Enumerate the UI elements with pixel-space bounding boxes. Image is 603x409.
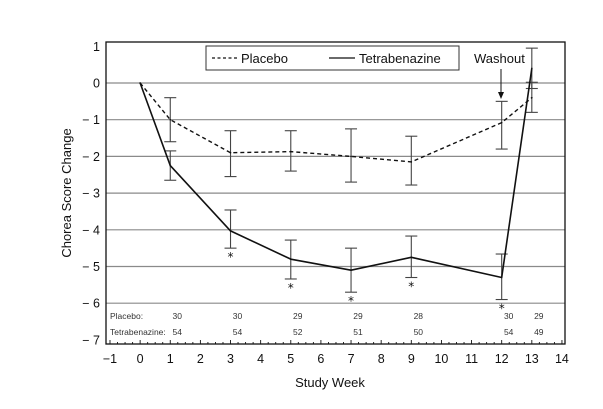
n-table-value: 28 bbox=[414, 311, 424, 321]
n-table-value: 51 bbox=[353, 327, 363, 337]
tetrabenazine-data-point bbox=[410, 256, 413, 259]
significance-star: * bbox=[288, 281, 294, 295]
x-tick-label: 4 bbox=[257, 352, 264, 366]
x-tick-label: −1 bbox=[103, 352, 117, 366]
series-group bbox=[139, 47, 538, 301]
washout-annotation: Washout bbox=[474, 51, 525, 99]
placebo-data-point bbox=[500, 121, 503, 124]
placebo-data-point bbox=[229, 151, 232, 154]
plot-frame bbox=[105, 41, 566, 345]
n-table-value: 54 bbox=[504, 327, 514, 337]
n-table-value: 30 bbox=[173, 311, 183, 321]
significance-markers: * * * * * bbox=[228, 250, 505, 315]
y-tick-label: − 5 bbox=[82, 260, 100, 274]
tetrabenazine-data-point bbox=[289, 258, 292, 260]
tetrabenazine-data-point bbox=[350, 269, 352, 271]
x-tick-label: 7 bbox=[348, 352, 355, 366]
y-axis-title: Chorea Score Change bbox=[59, 128, 74, 257]
legend-placebo-label: Placebo bbox=[241, 51, 288, 66]
x-tick-label: 0 bbox=[137, 352, 144, 366]
tetrabenazine-data-point bbox=[229, 230, 232, 232]
x-axis-ticks: −1 0 1 2 3 4 5 6 7 8 9 10 11 12 13 14 bbox=[103, 340, 569, 366]
x-tick-label: 12 bbox=[495, 352, 509, 366]
washout-arrowhead-icon bbox=[498, 92, 504, 99]
x-tick-label: 5 bbox=[287, 352, 294, 366]
n-table-row-label: Tetrabenazine: bbox=[110, 327, 166, 337]
n-table-value: 29 bbox=[293, 311, 303, 321]
placebo-data-point bbox=[531, 96, 533, 99]
n-table-value: 29 bbox=[534, 311, 544, 321]
n-table-row-label: Placebo: bbox=[110, 311, 143, 321]
placebo-data-point bbox=[289, 150, 292, 153]
n-table: Placebo: 30 30 29 29 28 30 29 Tetrabenazine: 54 54… bbox=[110, 311, 544, 337]
x-tick-label: 8 bbox=[378, 352, 385, 366]
placebo-data-point bbox=[350, 155, 352, 158]
n-table-value: 52 bbox=[293, 327, 303, 337]
n-table-value: 30 bbox=[504, 311, 514, 321]
significance-star: * bbox=[408, 280, 414, 294]
y-tick-label: − 6 bbox=[82, 297, 100, 311]
x-tick-label: 9 bbox=[408, 352, 415, 366]
y-tick-label: − 1 bbox=[82, 113, 100, 127]
n-table-value: 54 bbox=[233, 327, 243, 337]
x-tick-label: 6 bbox=[317, 352, 324, 366]
y-tick-label: − 2 bbox=[82, 150, 100, 164]
y-tick-label: − 4 bbox=[82, 223, 100, 237]
n-table-value: 29 bbox=[353, 311, 363, 321]
grid-lines bbox=[106, 82, 565, 304]
x-tick-label: 11 bbox=[465, 352, 478, 366]
legend-tetrabenazine-label: Tetrabenazine bbox=[359, 51, 441, 66]
n-table-value: 50 bbox=[414, 327, 424, 337]
significance-star: * bbox=[228, 250, 234, 264]
tetrabenazine-data-point bbox=[139, 82, 141, 84]
n-table-value: 54 bbox=[173, 327, 183, 337]
x-tick-label: 14 bbox=[555, 352, 569, 366]
significance-star: * bbox=[348, 294, 354, 308]
placebo-line bbox=[139, 82, 533, 163]
tetrabenazine-data-point bbox=[531, 67, 533, 70]
placebo-data-point bbox=[169, 118, 172, 121]
n-table-value: 30 bbox=[233, 311, 243, 321]
y-tick-label: 0 bbox=[93, 77, 100, 91]
x-tick-label: 10 bbox=[434, 352, 448, 366]
placebo-data-point bbox=[410, 161, 413, 163]
significance-star: * bbox=[499, 302, 505, 316]
tetrabenazine-line bbox=[139, 68, 533, 279]
y-tick-label: − 3 bbox=[82, 187, 100, 201]
y-axis-ticks: 1 0 − 1 − 2 − 3 − 4 − 5 − 6 − 7 bbox=[82, 40, 100, 348]
n-table-value: 49 bbox=[534, 327, 544, 337]
x-tick-label: 13 bbox=[525, 352, 539, 366]
washout-label: Washout bbox=[474, 51, 525, 66]
x-tick-label: 3 bbox=[227, 352, 234, 366]
x-axis-title: Study Week bbox=[295, 375, 365, 390]
x-tick-label: 2 bbox=[197, 352, 204, 366]
x-tick-label: 1 bbox=[167, 352, 174, 366]
y-tick-label: − 7 bbox=[82, 333, 100, 347]
y-tick-label: 1 bbox=[93, 40, 100, 54]
legend: Placebo Tetrabenazine bbox=[205, 45, 460, 71]
tetrabenazine-data-point bbox=[169, 164, 172, 167]
tetrabenazine-data-point bbox=[500, 276, 503, 279]
